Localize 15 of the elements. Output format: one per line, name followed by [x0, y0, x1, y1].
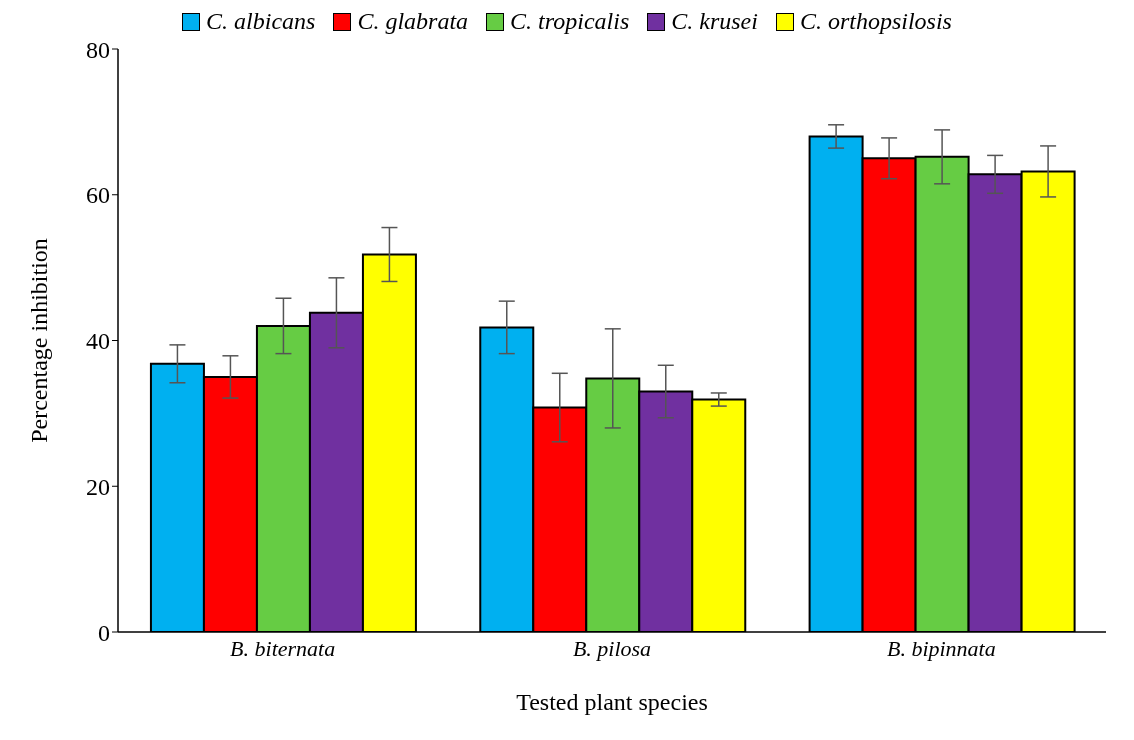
y-axis-title: Percentage inhibition	[25, 238, 52, 443]
y-tick-label: 60	[86, 182, 110, 209]
x-tick-label: B. biternata	[230, 635, 336, 661]
legend-label: C. orthopsilosis	[799, 8, 952, 35]
legend-label: C. krusei	[671, 8, 758, 35]
x-tick-label: B. pilosa	[572, 635, 652, 661]
legend-label: C. glabrata	[357, 8, 469, 35]
x-tick-label: B. bipinnata	[886, 635, 996, 661]
legend-label: C. tropicalis	[510, 8, 630, 35]
y-tick-label: 40	[86, 328, 110, 355]
x-axis-title: Tested plant species	[516, 689, 708, 715]
legend-label: C. albicans	[206, 8, 316, 35]
y-tick-label: 80	[86, 36, 110, 63]
y-tick-label: 0	[98, 619, 110, 646]
y-tick-label: 20	[86, 473, 110, 500]
